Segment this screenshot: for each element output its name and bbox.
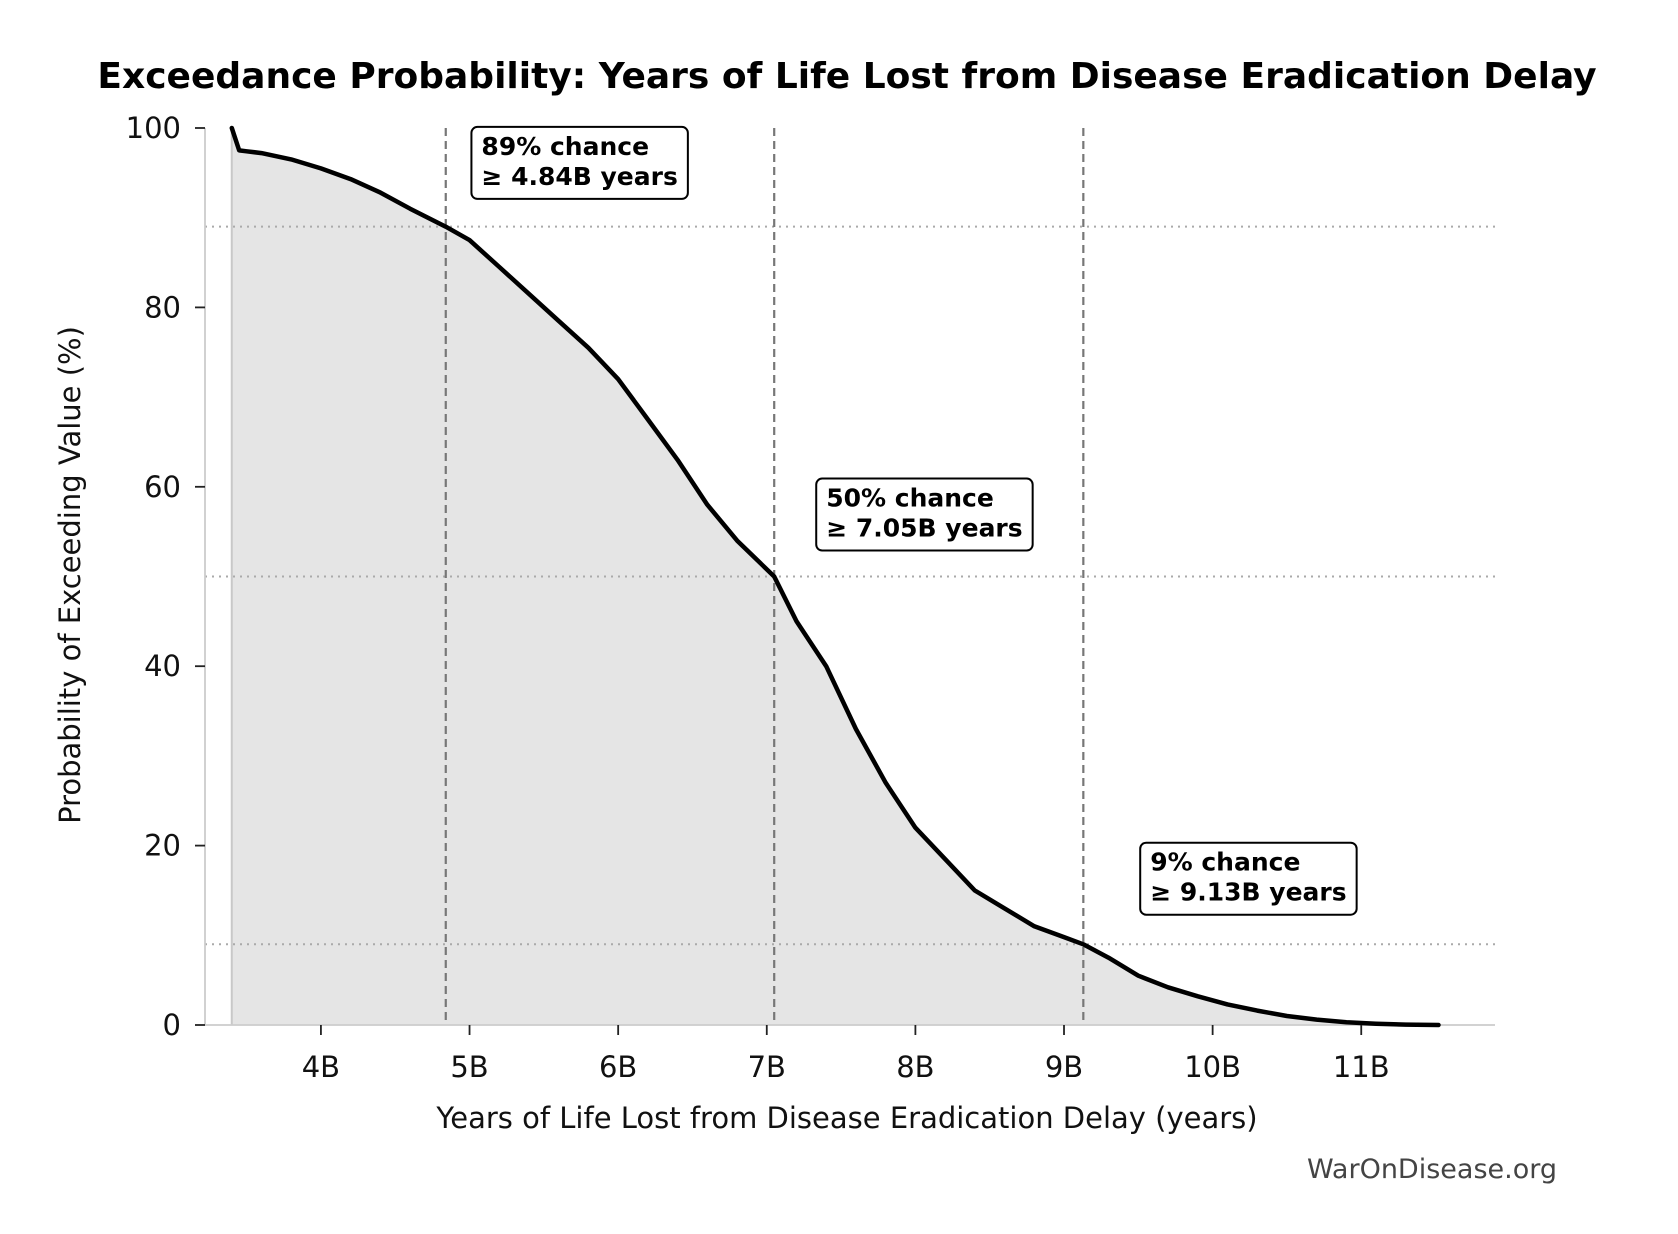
- x-tick-label-7: 7B: [748, 1050, 786, 1084]
- plot-area: 0 20 40 60 80 100 4B 5B 6B 7B 8B 9B 10B 11B 89% chance…: [126, 111, 1495, 1084]
- annotation-3: 9% chance≥ 9.13B years: [1139, 841, 1358, 916]
- y-tick-label-40: 40: [144, 649, 181, 683]
- exceedance-curve: [229, 125, 1441, 1028]
- annotation-box: [470, 125, 689, 200]
- x-tick-label-11: 11B: [1333, 1050, 1390, 1084]
- annotation-line-2: ≥ 7.05B years: [826, 514, 1022, 543]
- x-axis-label: Years of Life Lost from Disease Eradicat…: [435, 1101, 1257, 1135]
- y-tick-label-0: 0: [163, 1008, 181, 1042]
- x-tick-label-4: 4B: [302, 1050, 340, 1084]
- annotation-line-2: ≥ 4.84B years: [481, 162, 677, 191]
- y-tick-label-100: 100: [126, 111, 181, 145]
- annotation-2: 50% chance≥ 7.05B years: [815, 477, 1034, 552]
- annotation-box: [1139, 841, 1358, 916]
- annotation-line-1: 89% chance: [481, 132, 649, 161]
- x-tick-label-9: 9B: [1045, 1050, 1083, 1084]
- y-tick-label-80: 80: [144, 290, 181, 324]
- y-axis-label: Probability of Exceeding Value (%): [53, 326, 87, 824]
- x-tick-label-10: 10B: [1184, 1050, 1241, 1084]
- annotation-1: 89% chance≥ 4.84B years: [470, 125, 689, 200]
- y-tick-label-20: 20: [144, 829, 181, 863]
- x-tick-label-6: 6B: [599, 1050, 637, 1084]
- annotation-box: [815, 477, 1034, 552]
- annotation-line-1: 9% chance: [1150, 848, 1300, 877]
- annotation-line-2: ≥ 9.13B years: [1150, 878, 1346, 907]
- x-tick-label-5: 5B: [450, 1050, 488, 1084]
- x-tick-label-8: 8B: [896, 1050, 934, 1084]
- watermark: WarOnDisease.org: [1307, 1154, 1557, 1185]
- area-fill: [231, 128, 1439, 1025]
- y-tick-label-60: 60: [144, 470, 181, 504]
- annotation-line-1: 50% chance: [826, 484, 994, 513]
- chart-title: Exceedance Probability: Years of Life Lo…: [97, 56, 1596, 97]
